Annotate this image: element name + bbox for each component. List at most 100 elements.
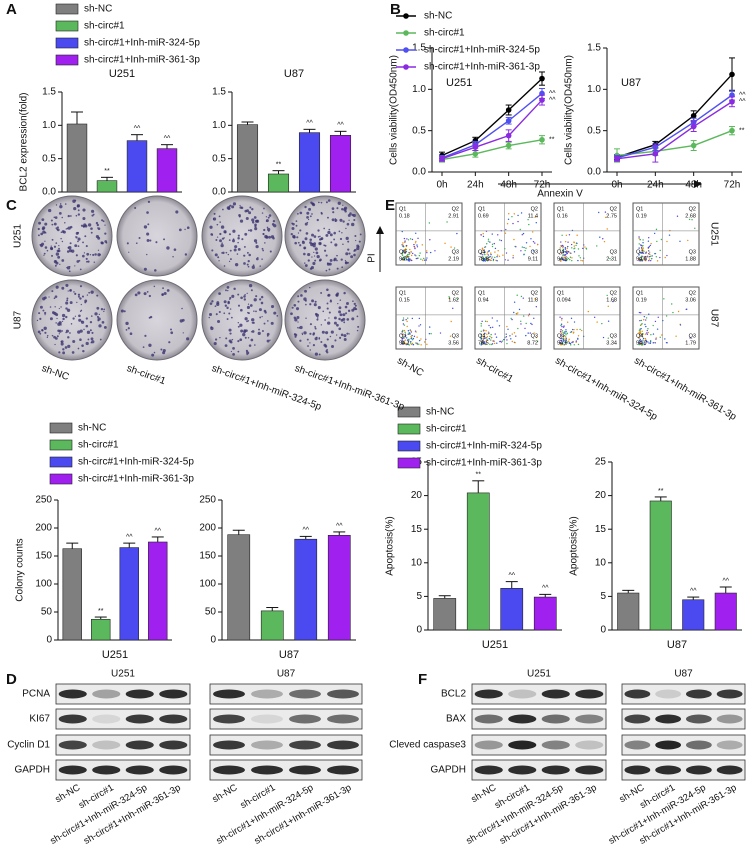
event [404,334,407,337]
colony [327,199,331,202]
event [645,319,647,321]
colony [262,232,265,236]
quadrant-name: Q4 [557,333,564,339]
colony [341,208,344,211]
event [639,328,641,330]
colony [105,241,108,244]
colony [348,252,351,255]
event [563,256,565,258]
event [493,242,495,245]
colony [73,206,77,211]
blot-frame [55,683,191,705]
event [415,255,417,257]
colony [291,227,295,231]
event [481,247,484,250]
event [498,255,501,257]
event [647,331,650,334]
event [405,337,408,339]
event [566,249,568,252]
event [503,338,505,341]
quadrant-value: 11.8 [528,297,538,303]
event [642,252,645,254]
event [573,344,576,346]
panel-letter: F [418,671,427,688]
x-tick-label: 24h [467,180,484,191]
colony [151,353,155,357]
colony [186,337,190,341]
colony [299,325,303,330]
quadrant-name: Q3 [689,333,696,339]
event [486,339,489,342]
event [425,259,428,261]
row-label: U251 [708,222,719,246]
event [488,332,490,335]
event [524,327,526,330]
quadrant-name: Q1 [478,290,485,296]
colony [41,218,45,222]
event [565,339,567,341]
blot-band [624,740,651,750]
colony [333,231,336,235]
lane-label: sh-NC [40,363,70,383]
colony [76,204,80,208]
event [518,308,521,311]
colony [353,307,357,311]
colony [344,210,347,213]
event [480,335,482,337]
event [411,238,414,241]
colony [96,315,99,318]
event [648,251,651,253]
event [656,260,659,262]
line [441,92,543,159]
event [494,251,496,253]
event [452,307,454,310]
colony [58,333,60,335]
event [456,232,458,235]
event [500,239,503,242]
colony [323,343,327,347]
event [573,245,575,247]
event [487,240,490,242]
blot-frame [209,759,363,781]
blot-band [125,714,154,724]
colony [64,346,68,349]
colony [346,222,350,226]
event [564,248,567,250]
event [449,335,452,337]
event [531,323,533,326]
event [513,311,515,314]
colony [328,228,331,231]
event [506,342,508,345]
colony [306,338,309,341]
colony [44,311,47,315]
event [638,243,640,245]
colony [295,220,298,223]
colony [297,232,300,234]
colony [59,204,63,209]
colony [310,243,314,247]
colony [339,218,343,222]
event [663,298,665,300]
colony [51,238,54,241]
event [414,247,416,250]
event [575,341,577,343]
colony [299,211,303,215]
event [659,249,661,252]
colony [339,313,343,317]
colony [209,312,213,316]
legend-label: sh-NC [424,11,452,22]
colony [232,202,237,206]
colony [148,343,152,347]
colony [312,244,316,248]
event [406,256,409,258]
colony [268,214,272,217]
colony [261,212,264,214]
bar [66,123,88,193]
event [405,259,408,261]
significance: ** [739,128,745,135]
colony [84,224,88,228]
y-axis-label: Colony counts [15,538,26,601]
colony [98,324,102,328]
event [564,342,567,344]
